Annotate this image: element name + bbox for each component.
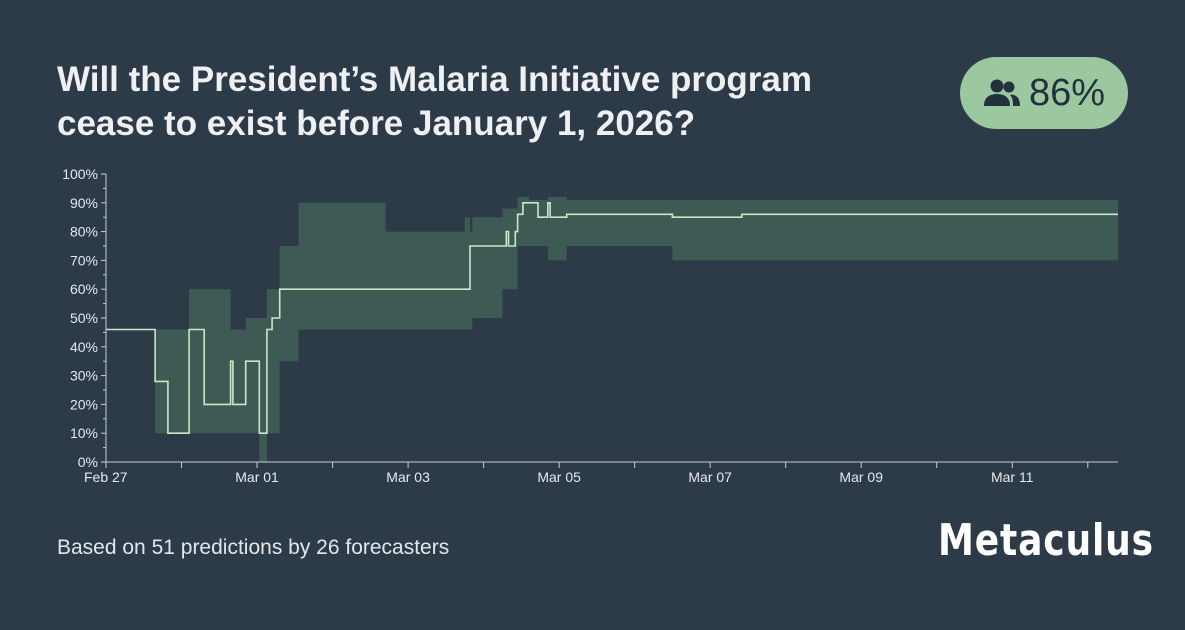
users-icon — [983, 79, 1020, 106]
y-tick-label: 70% — [70, 252, 98, 268]
y-tick-label: 60% — [70, 281, 98, 297]
interquartile-band-layer — [106, 197, 1118, 463]
median-line-layer — [106, 202, 1118, 434]
y-tick-label: 80% — [70, 224, 98, 240]
community-prediction-value: 86% — [1028, 72, 1106, 114]
median-line — [106, 202, 1118, 434]
x-tick-label: Mar 09 — [839, 469, 883, 485]
axes: 0% 10% 20% 30% 40% 50% 60% 70% 80% 90% 100% Feb 27 M… — [62, 166, 1118, 485]
y-tick-label: 30% — [70, 368, 98, 384]
y-tick-label: 100% — [62, 166, 98, 182]
community-prediction-badge: 86% — [960, 57, 1128, 129]
metaculus-logo: Metaculus — [938, 515, 1154, 566]
forecast-summary: Based on 51 predictions by 26 forecaster… — [57, 536, 450, 559]
forecast-chart: 0% 10% 20% 30% 40% 50% 60% 70% 80% 90% 100% Feb 27 M… — [62, 166, 1118, 485]
y-tick-label: 90% — [70, 195, 98, 211]
x-tick-label: Mar 01 — [235, 469, 279, 485]
x-tick-label: Mar 05 — [537, 469, 581, 485]
x-tick-label: Mar 03 — [386, 469, 430, 485]
x-tick-label: Mar 07 — [688, 469, 732, 485]
question-title: Will the President’s Malaria Initiative … — [57, 60, 812, 143]
y-tick-label: 50% — [70, 310, 98, 326]
interquartile-band — [106, 197, 1118, 463]
y-tick-label: 40% — [70, 339, 98, 355]
y-tick-label: 0% — [78, 454, 98, 470]
y-tick-label: 10% — [70, 425, 98, 441]
x-tick-label: Feb 27 — [84, 469, 128, 485]
y-tick-label: 20% — [70, 396, 98, 412]
x-tick-label: Mar 11 — [991, 469, 1034, 485]
